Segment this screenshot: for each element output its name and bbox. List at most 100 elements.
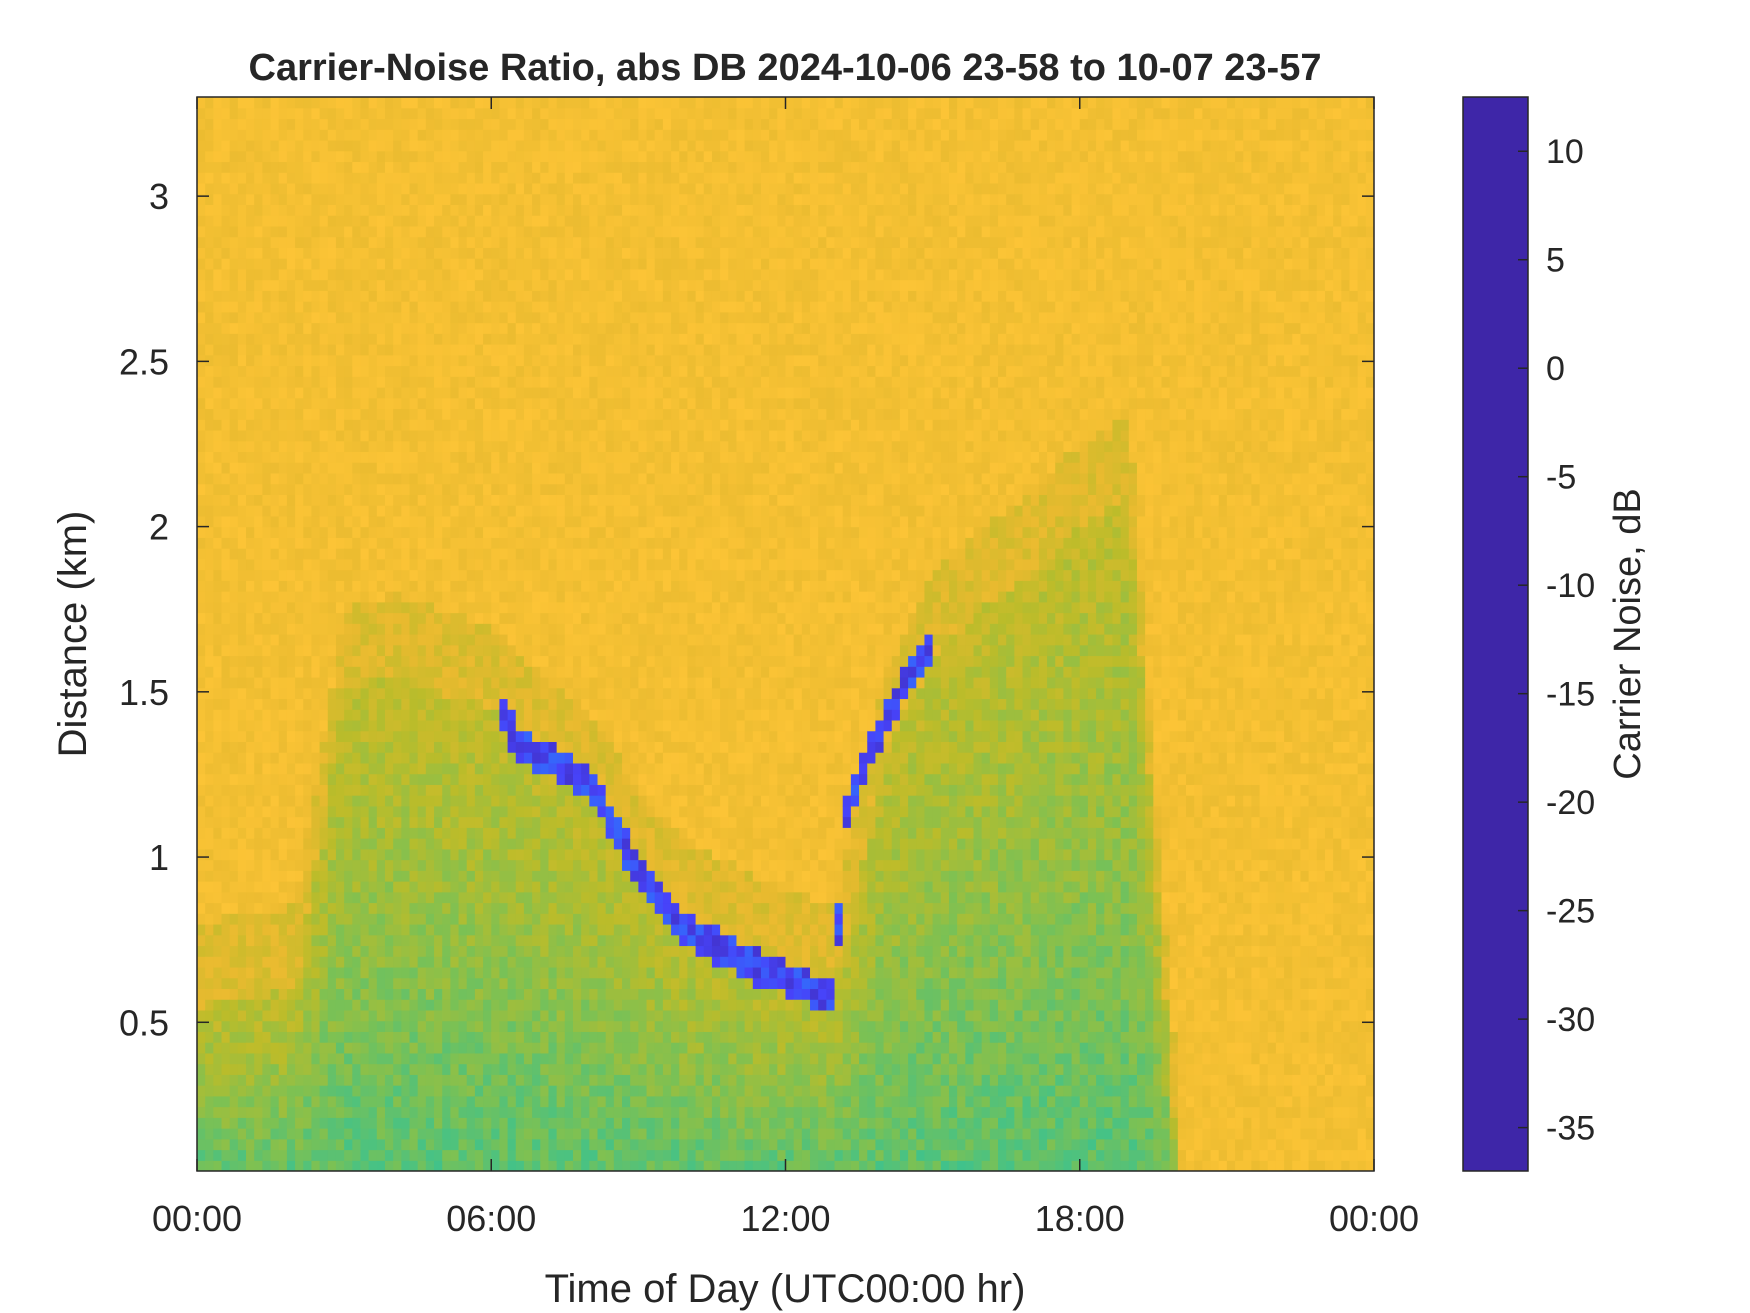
heatmap-cell xyxy=(491,97,501,109)
heatmap-cell xyxy=(237,848,247,861)
heatmap-cell xyxy=(515,634,525,646)
heatmap-cell xyxy=(303,730,313,742)
heatmap-cell xyxy=(270,1106,280,1118)
heatmap-cell xyxy=(229,988,239,1000)
heatmap-cell xyxy=(442,569,451,581)
heatmap-cell xyxy=(295,107,304,120)
heatmap-cell xyxy=(499,902,509,914)
heatmap-cell xyxy=(540,762,550,775)
heatmap-cell xyxy=(581,1074,590,1086)
heatmap-cell xyxy=(564,397,574,410)
heatmap-cell xyxy=(425,752,435,764)
heatmap-cell xyxy=(278,977,288,990)
heatmap-cell xyxy=(221,322,231,334)
heatmap-cell xyxy=(556,225,566,238)
heatmap-cell xyxy=(368,741,378,753)
heatmap-cell xyxy=(466,225,476,238)
heatmap-cell xyxy=(205,956,214,968)
heatmap-cell xyxy=(213,902,223,914)
heatmap-cell xyxy=(311,301,321,313)
heatmap-cell xyxy=(376,301,386,313)
heatmap-cell xyxy=(262,483,272,495)
heatmap-cell xyxy=(442,279,451,291)
heatmap-cell xyxy=(270,730,280,742)
heatmap-cell xyxy=(376,719,386,732)
heatmap-cell xyxy=(466,1117,476,1129)
heatmap-cell xyxy=(237,451,247,463)
heatmap-cell xyxy=(417,537,427,549)
heatmap-cell xyxy=(352,741,362,753)
heatmap-cell xyxy=(254,687,263,700)
heatmap-cell xyxy=(246,580,255,592)
heatmap-cell xyxy=(425,1085,435,1097)
heatmap-cell xyxy=(556,923,566,936)
heatmap-cell xyxy=(335,838,345,850)
heatmap-cell xyxy=(409,784,419,796)
heatmap-cell xyxy=(507,558,517,571)
heatmap-cell xyxy=(270,290,280,302)
heatmap-cell xyxy=(286,1009,296,1022)
heatmap-cell xyxy=(466,515,476,528)
heatmap-cell xyxy=(442,290,451,302)
heatmap-cell xyxy=(491,859,501,871)
heatmap-cell xyxy=(597,483,607,495)
heatmap-cell xyxy=(572,891,582,904)
heatmap-cell xyxy=(286,956,296,968)
heatmap-cell xyxy=(589,505,599,517)
heatmap-cell xyxy=(360,419,370,431)
heatmap-cell xyxy=(237,644,247,657)
heatmap-cell xyxy=(303,881,313,893)
heatmap-cells xyxy=(197,97,1374,1171)
heatmap-cell xyxy=(213,354,223,367)
heatmap-cell xyxy=(507,247,517,259)
heatmap-cell xyxy=(581,322,590,334)
heatmap-cell xyxy=(270,1052,280,1065)
heatmap-cell xyxy=(286,129,296,141)
heatmap-cell xyxy=(319,913,329,925)
heatmap-cell xyxy=(237,666,247,678)
heatmap-cell xyxy=(352,1052,362,1065)
heatmap-cell xyxy=(376,966,386,979)
heatmap-cell xyxy=(384,118,394,130)
heatmap-cell xyxy=(589,258,599,270)
heatmap-cell xyxy=(368,236,378,248)
heatmap-cell xyxy=(262,161,272,173)
heatmap-cell xyxy=(229,225,239,238)
heatmap-cell xyxy=(540,784,550,796)
heatmap-cell xyxy=(344,526,353,538)
heatmap-cell xyxy=(548,859,558,871)
heatmap-cell xyxy=(393,816,402,828)
heatmap-cell xyxy=(450,333,460,345)
heatmap-cell xyxy=(581,311,590,324)
heatmap-cell xyxy=(409,247,419,259)
heatmap-cell xyxy=(221,1074,231,1086)
heatmap-cell xyxy=(221,623,231,635)
heatmap-cell xyxy=(532,472,541,485)
heatmap-cell xyxy=(311,687,321,700)
heatmap-cell xyxy=(499,934,509,947)
heatmap-cell xyxy=(548,268,558,281)
heatmap-cell xyxy=(393,741,402,753)
heatmap-cell xyxy=(246,472,255,485)
heatmap-cell xyxy=(205,730,214,742)
heatmap-cell xyxy=(474,279,484,291)
heatmap-cell xyxy=(515,859,525,871)
heatmap-cell xyxy=(221,526,231,538)
heatmap-cell xyxy=(278,612,288,624)
heatmap-cell xyxy=(393,805,402,818)
heatmap-cell xyxy=(572,462,582,474)
heatmap-cell xyxy=(499,182,509,195)
heatmap-cell xyxy=(229,816,239,828)
heatmap-cell xyxy=(221,988,231,1000)
heatmap-cell xyxy=(474,612,484,624)
heatmap-cell xyxy=(237,526,247,538)
heatmap-cell xyxy=(335,1074,345,1086)
heatmap-cell xyxy=(221,891,231,904)
heatmap-cell xyxy=(213,1095,223,1108)
heatmap-cell xyxy=(229,472,239,485)
heatmap-cell xyxy=(344,408,353,420)
heatmap-cell xyxy=(335,268,345,281)
heatmap-cell xyxy=(237,204,247,216)
heatmap-cell xyxy=(393,848,402,861)
heatmap-cell xyxy=(572,419,582,431)
